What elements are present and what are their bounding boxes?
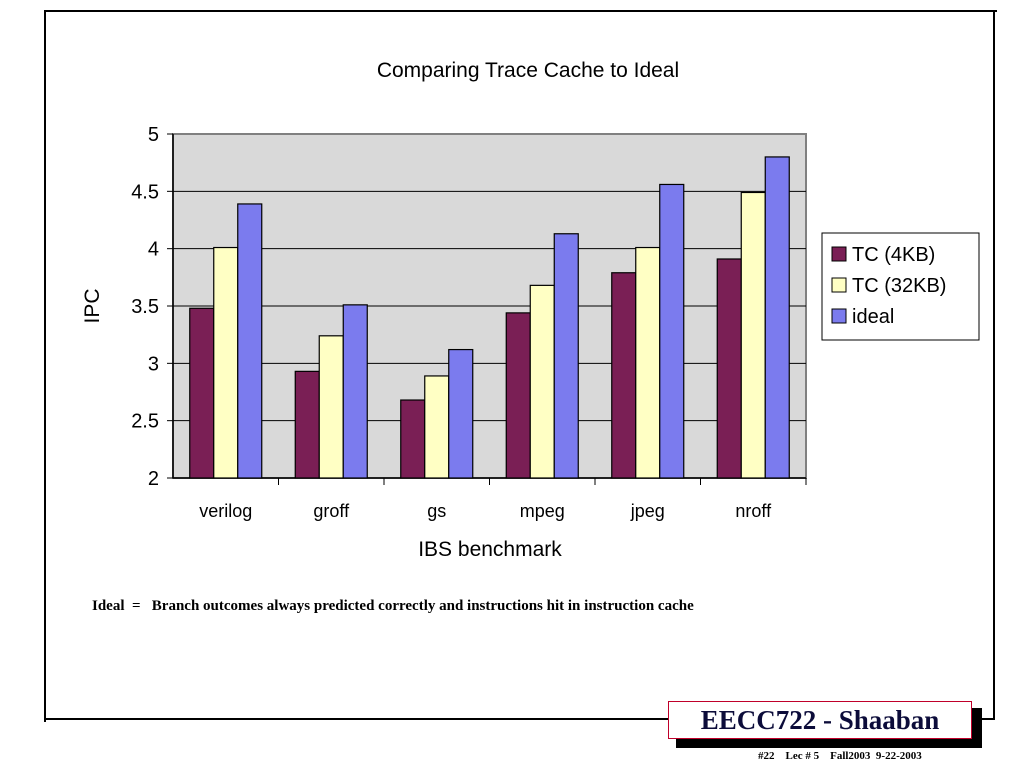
bar bbox=[659, 183, 685, 479]
bar bbox=[611, 272, 637, 479]
bar bbox=[189, 307, 215, 479]
chart-title: Comparing Trace Cache to Ideal bbox=[377, 59, 679, 82]
slide-border-left bbox=[44, 10, 46, 722]
legend-label: TC (32KB) bbox=[852, 275, 946, 297]
x-tick-label: jpeg bbox=[630, 501, 665, 521]
slide-frame bbox=[44, 10, 995, 720]
course-badge: EECC722 - Shaaban bbox=[668, 701, 972, 739]
bar bbox=[635, 246, 661, 479]
y-tick-label: 4.5 bbox=[131, 181, 159, 203]
bar bbox=[529, 284, 555, 479]
y-tick-label: 4 bbox=[148, 239, 159, 261]
bar bbox=[553, 233, 579, 479]
footnote-ideal-definition: Ideal = Branch outcomes always predicted… bbox=[92, 598, 694, 614]
bar bbox=[237, 203, 263, 479]
legend-label: ideal bbox=[852, 306, 894, 328]
bar bbox=[716, 258, 742, 479]
bar bbox=[505, 312, 531, 479]
bar bbox=[318, 335, 344, 479]
plot-area: 2 2.5 3 3.5 4 4.5 5 verilog groff gs mpeg jpeg nroff bbox=[131, 124, 807, 521]
bar bbox=[764, 156, 790, 479]
x-tick-label: nroff bbox=[735, 501, 772, 521]
x-axis-label: IBS benchmark bbox=[418, 538, 562, 561]
legend: TC (4KB) TC (32KB) ideal bbox=[821, 232, 980, 341]
bar bbox=[400, 399, 426, 479]
legend-swatch bbox=[831, 308, 847, 324]
y-tick-label: 3.5 bbox=[131, 296, 159, 318]
x-tick-label: groff bbox=[313, 501, 350, 521]
x-tick-label: gs bbox=[427, 501, 446, 521]
legend-box bbox=[821, 232, 980, 341]
x-tick-label: mpeg bbox=[520, 501, 565, 521]
slide-footer: #22 Lec # 5 Fall2003 9-22-2003 bbox=[758, 750, 922, 762]
x-tick-label: verilog bbox=[199, 501, 252, 521]
legend-label: TC (4KB) bbox=[852, 244, 935, 266]
bar bbox=[448, 348, 474, 479]
legend-swatch bbox=[831, 246, 847, 262]
bar bbox=[342, 304, 368, 479]
bar bbox=[294, 370, 320, 479]
slide-border-top bbox=[44, 10, 997, 12]
y-tick-label: 2 bbox=[148, 468, 159, 490]
bar bbox=[213, 246, 239, 479]
y-tick-label: 2.5 bbox=[131, 411, 159, 433]
y-axis-label: IPC bbox=[81, 288, 104, 323]
bar bbox=[424, 375, 450, 479]
y-tick-label: 5 bbox=[148, 124, 159, 146]
legend-swatch bbox=[831, 277, 847, 293]
bar bbox=[740, 191, 766, 479]
y-tick-label: 3 bbox=[148, 353, 159, 375]
